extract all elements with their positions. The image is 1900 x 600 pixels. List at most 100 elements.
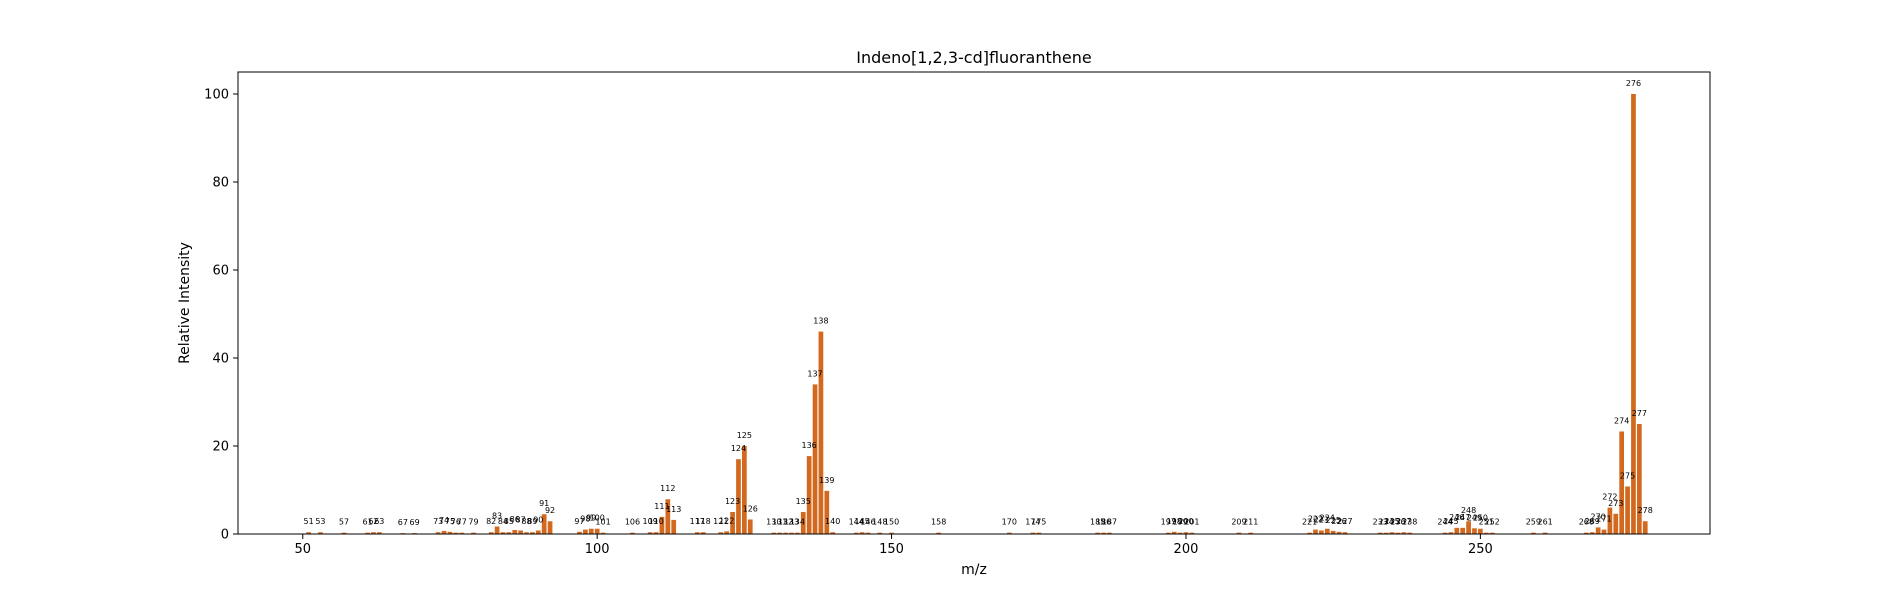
bar-data-label: 268 bbox=[1579, 518, 1594, 527]
spectrum-bar bbox=[800, 512, 806, 534]
bar-data-label: 53 bbox=[315, 517, 325, 526]
bar-data-label: 84 bbox=[498, 517, 508, 526]
bar-data-label: 221 bbox=[1302, 518, 1317, 527]
bar-data-label: 270 bbox=[1590, 512, 1605, 521]
spectrum-bar bbox=[318, 532, 323, 534]
bar-data-label: 131 bbox=[772, 518, 787, 527]
bar-data-label: 109 bbox=[643, 517, 658, 526]
spectrum-bar bbox=[1589, 532, 1595, 534]
bar-data-label: 170 bbox=[1002, 518, 1017, 527]
spectrum-bar bbox=[1383, 532, 1389, 534]
bar-data-label: 246 bbox=[1449, 513, 1464, 522]
bar-data-label: 199 bbox=[1172, 518, 1187, 527]
bar-data-label: 79 bbox=[468, 518, 478, 527]
bar-data-label: 200 bbox=[1178, 517, 1193, 526]
y-tick-label: 40 bbox=[212, 352, 229, 367]
spectrum-bar bbox=[1478, 528, 1483, 534]
spectrum-bar bbox=[1377, 532, 1383, 534]
spectrum-bar bbox=[506, 532, 512, 534]
bar-data-label: 137 bbox=[807, 369, 822, 378]
spectrum-bar bbox=[665, 499, 671, 534]
spectrum-bar bbox=[306, 532, 312, 534]
y-tick-label: 0 bbox=[221, 528, 229, 543]
bar-data-label: 251 bbox=[1479, 518, 1494, 527]
bar-data-label: 198 bbox=[1167, 517, 1182, 526]
spectrum-bar bbox=[594, 528, 600, 534]
bar-data-label: 61 bbox=[362, 518, 372, 527]
bar-data-label: 269 bbox=[1585, 517, 1600, 526]
bar-data-label: 122 bbox=[719, 516, 734, 525]
spectrum-bar bbox=[376, 532, 382, 534]
spectrum-bar bbox=[547, 521, 553, 534]
spectrum-bar bbox=[1625, 486, 1630, 534]
y-axis-label: Relative Intensity bbox=[177, 242, 193, 364]
spectrum-bar bbox=[824, 490, 830, 534]
bar-data-label: 67 bbox=[398, 518, 408, 527]
bar-data-label: 82 bbox=[486, 517, 496, 526]
bar-data-label: 136 bbox=[801, 441, 816, 450]
spectrum-bar bbox=[1619, 431, 1625, 534]
spectrum-bar bbox=[1177, 532, 1183, 534]
bar-data-label: 148 bbox=[872, 518, 887, 527]
spectrum-bar bbox=[588, 528, 594, 534]
bar-data-label: 75 bbox=[445, 517, 455, 526]
spectrum-bar bbox=[724, 531, 730, 534]
bar-data-label: 245 bbox=[1443, 517, 1458, 526]
spectrum-bar bbox=[889, 532, 894, 534]
spectrum-bar bbox=[447, 531, 453, 534]
bar-data-label: 227 bbox=[1337, 517, 1352, 526]
spectrum-bar bbox=[1171, 531, 1177, 534]
spectrum-bar bbox=[718, 532, 724, 534]
spectrum-bar bbox=[471, 532, 476, 534]
x-tick-label: 100 bbox=[585, 542, 610, 557]
bar-data-label: 98 bbox=[580, 515, 590, 524]
bar-data-label: 101 bbox=[595, 518, 610, 527]
spectrum-bar bbox=[1607, 507, 1613, 534]
bar-data-label: 110 bbox=[648, 517, 663, 526]
x-axis: 50 100 150 200 250 bbox=[294, 534, 1493, 557]
bar-data-label: 125 bbox=[737, 431, 752, 440]
spectrum-bar bbox=[659, 516, 665, 534]
spectrum-bar bbox=[830, 532, 836, 534]
bar-data-label: 276 bbox=[1626, 79, 1641, 88]
bar-data-label: 261 bbox=[1537, 518, 1552, 527]
spectrum-bar bbox=[1336, 531, 1342, 534]
bar-data-label: 69 bbox=[410, 518, 420, 527]
bar-data-label: 85 bbox=[504, 517, 514, 526]
spectrum-bar bbox=[494, 526, 500, 534]
bar-data-label: 123 bbox=[725, 497, 740, 506]
bar-data-label: 86 bbox=[510, 515, 520, 524]
bar-data-label: 233 bbox=[1373, 518, 1388, 527]
spectrum-bar bbox=[1189, 532, 1195, 534]
bar-data-label: 135 bbox=[796, 497, 811, 506]
bar-data-label: 273 bbox=[1608, 499, 1623, 508]
bar-data-label: 238 bbox=[1402, 518, 1417, 527]
bar-data-label: 252 bbox=[1485, 518, 1500, 527]
spectrum-bar bbox=[789, 532, 794, 534]
bar-data-label: 235 bbox=[1384, 517, 1399, 526]
spectrum-bar bbox=[736, 459, 741, 534]
spectrum-bar bbox=[1636, 424, 1642, 534]
spectrum-bar bbox=[1466, 521, 1471, 534]
spectrum-bar bbox=[1389, 532, 1395, 534]
spectrum-bar bbox=[1324, 528, 1330, 534]
spectrum-bar bbox=[512, 530, 518, 534]
bar-data-label: 138 bbox=[813, 317, 828, 326]
spectrum-bar bbox=[1407, 532, 1413, 534]
spectrum-bar bbox=[1095, 532, 1101, 534]
bar-data-label: 259 bbox=[1526, 518, 1541, 527]
spectrum-bar bbox=[1030, 532, 1036, 534]
bar-data-label: 87 bbox=[516, 515, 526, 524]
spectrum-bar bbox=[1531, 532, 1536, 534]
bar-data-label: 237 bbox=[1396, 517, 1411, 526]
spectrum-bar bbox=[1401, 532, 1407, 534]
spectrum-bar bbox=[1448, 532, 1454, 534]
spectrum-bar bbox=[1107, 532, 1112, 534]
bar-data-label: 185 bbox=[1090, 518, 1105, 527]
spectrum-bar bbox=[371, 532, 376, 534]
spectrum-bar bbox=[771, 532, 777, 534]
spectrum-bar bbox=[1460, 527, 1466, 534]
y-tick-label: 60 bbox=[212, 264, 229, 279]
spectrum-bar bbox=[806, 456, 812, 534]
